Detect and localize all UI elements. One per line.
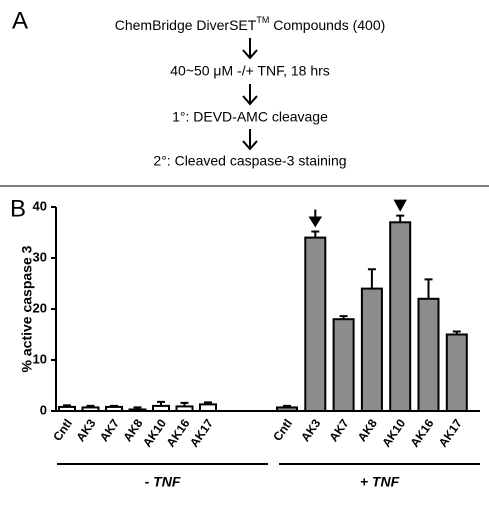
x-tick-label: AK16 [407, 416, 436, 449]
bar [105, 405, 123, 413]
error-bar [339, 315, 348, 320]
bar [58, 405, 76, 413]
x-tick-label: AK7 [326, 416, 351, 444]
x-tick-label: AK8 [355, 416, 380, 444]
step: 2°: Cleaved caspase-3 staining [153, 153, 346, 169]
group-label: + TNF [360, 474, 400, 490]
x-tick-label: AK16 [163, 416, 192, 449]
bar [276, 406, 298, 412]
highlight-arrow [308, 209, 323, 228]
step-text: Compounds (400) [269, 17, 385, 33]
error-bar [133, 406, 142, 410]
arrow [242, 38, 258, 60]
bar [445, 333, 468, 412]
arrow [242, 129, 258, 151]
x-tick-label: AK10 [140, 416, 169, 449]
error-bar [396, 214, 405, 223]
error-bar [283, 404, 291, 408]
bar [81, 406, 100, 412]
y-tick-label: 30 [33, 249, 47, 264]
y-tick-label: 40 [33, 198, 47, 213]
bar [360, 287, 383, 413]
arrow [242, 84, 258, 106]
error-bar [180, 401, 189, 407]
error-bar [110, 404, 118, 407]
bar [199, 403, 217, 412]
y-tick-label: 0 [40, 402, 47, 417]
x-tick-label: AK7 [97, 416, 122, 444]
y-tick-label: 20 [33, 300, 47, 315]
x-tick-label: AK3 [298, 416, 323, 444]
highlight-arrow [393, 199, 407, 212]
bar [389, 221, 412, 412]
step: 40~50 μM -/+ TNF, 18 hrs [170, 63, 330, 79]
error-bar [157, 400, 165, 406]
y-axis-label: % active caspase 3 [19, 245, 35, 372]
bar [128, 408, 147, 413]
error-bar [204, 401, 212, 405]
error-bar [452, 330, 461, 335]
error-bar [424, 278, 433, 299]
error-bar [86, 404, 95, 408]
step-text: ChemBridge DiverSET [115, 17, 257, 33]
x-tick-label: AK17 [436, 416, 465, 449]
bar [152, 404, 170, 412]
x-tick-label: Cntl [50, 417, 75, 444]
step: 1°: DEVD-AMC cleavage [172, 109, 328, 125]
error-bar [311, 230, 320, 238]
panel-label: B [10, 195, 26, 222]
panel-label: A [12, 7, 28, 34]
y-tick-label: 10 [33, 351, 47, 366]
x-tick-label: AK17 [187, 416, 216, 449]
group-label: - TNF [145, 474, 181, 490]
bar [175, 405, 194, 413]
x-tick-label: AK3 [73, 416, 98, 444]
error-bar [63, 404, 71, 407]
bar [332, 318, 355, 413]
x-tick-label: Cntl [270, 417, 295, 444]
step: ChemBridge DiverSETTM Compounds (400) [115, 15, 386, 32]
x-tick-label: AK10 [379, 416, 408, 449]
bar [304, 236, 327, 412]
superscript: TM [256, 15, 269, 25]
bar [417, 297, 440, 412]
flow-arrows [242, 38, 258, 151]
error-bar [367, 268, 376, 289]
